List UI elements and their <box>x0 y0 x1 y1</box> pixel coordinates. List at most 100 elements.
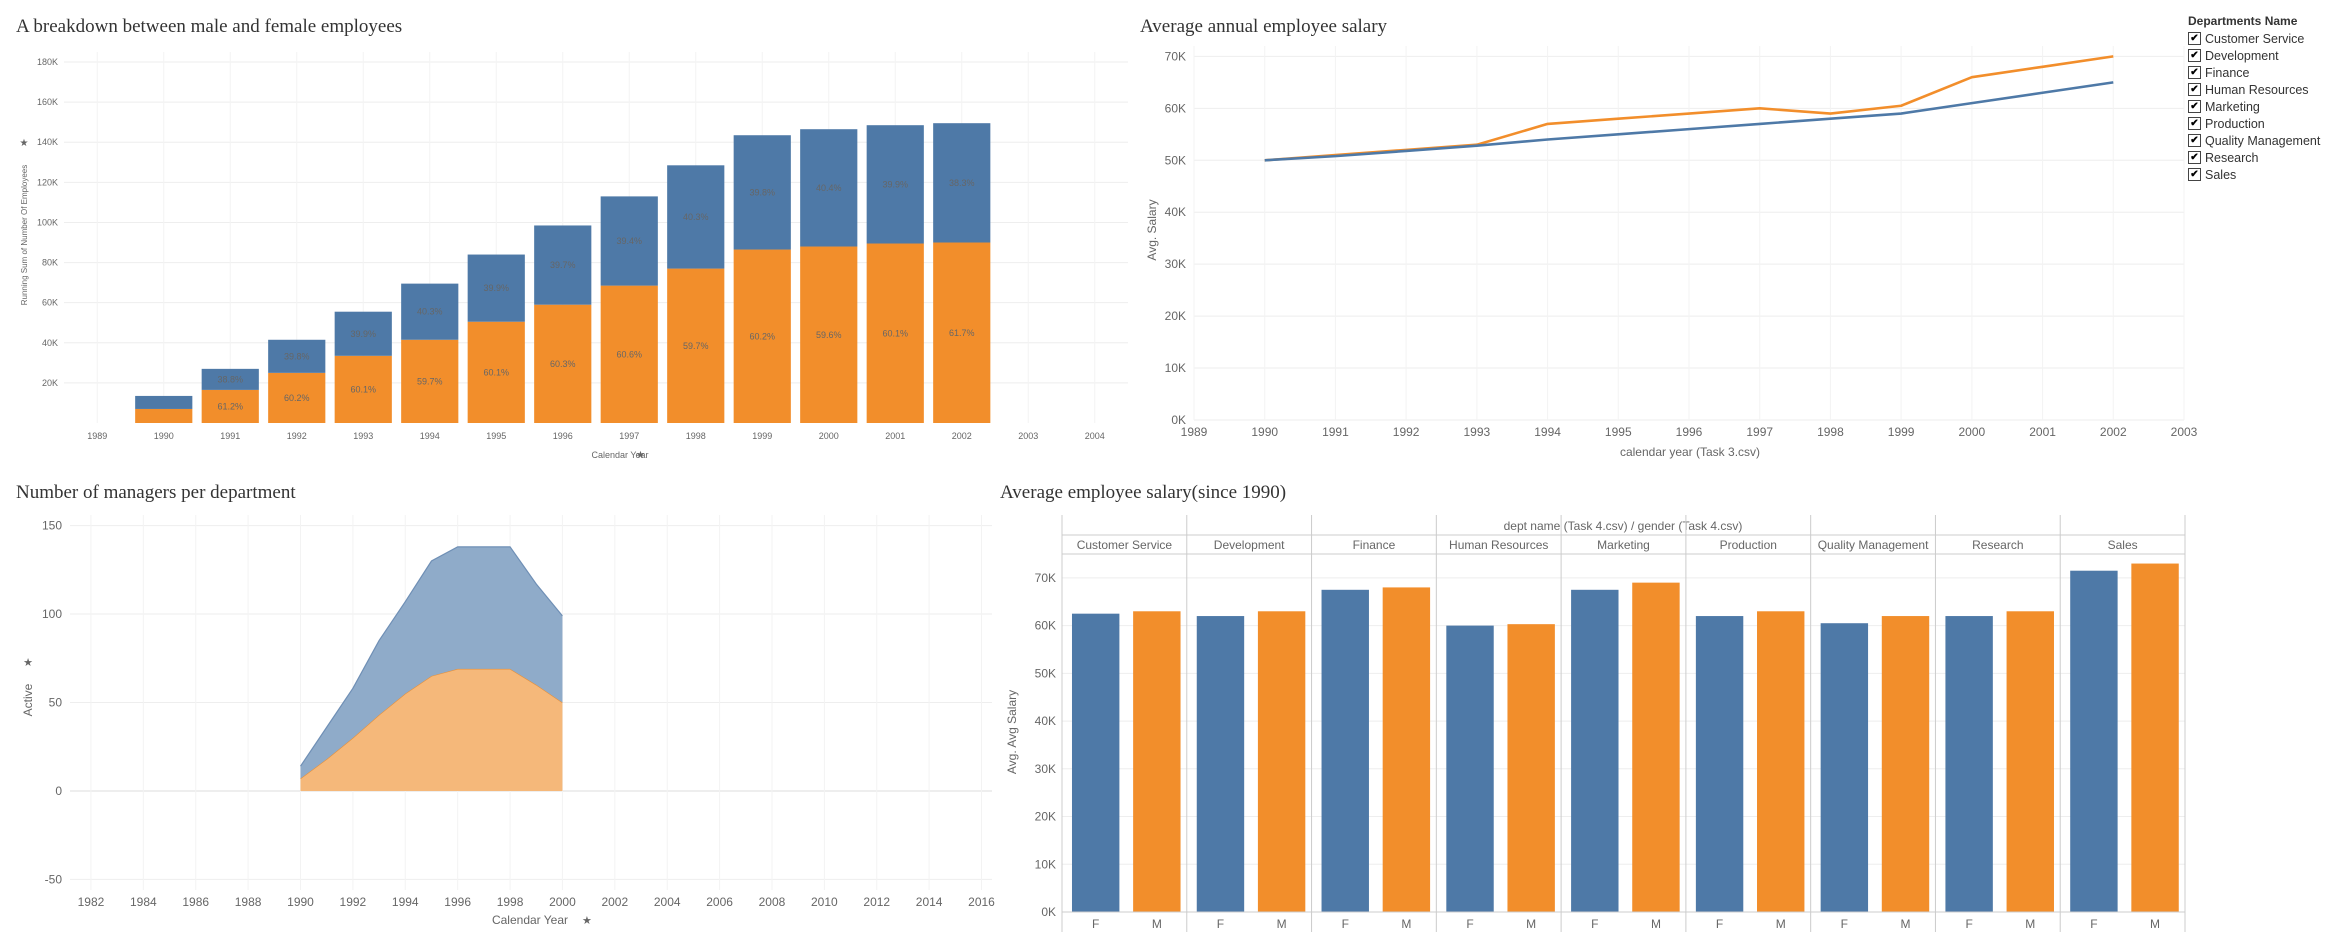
y-tick-label: -50 <box>45 872 63 886</box>
x-axis-label: Calendar Year <box>591 450 648 460</box>
gender-tick-label: M <box>1776 917 1786 931</box>
department-label: Sales <box>2108 538 2138 552</box>
checkbox-checked-icon[interactable]: ✔ <box>2188 134 2201 147</box>
checkbox-checked-icon[interactable]: ✔ <box>2188 32 2201 45</box>
gender-tick-label: F <box>1092 917 1099 931</box>
bar-segment <box>135 408 193 423</box>
bar-data-label: 60.1% <box>483 367 509 377</box>
bar-segment <box>268 372 326 423</box>
y-tick-label: 10K <box>1035 857 1056 871</box>
bar-data-label: 59.7% <box>683 341 709 351</box>
checkbox-checked-icon[interactable]: ✔ <box>2188 168 2201 181</box>
y-tick-label: 150 <box>42 519 62 533</box>
x-tick-label: 1998 <box>497 895 524 909</box>
series-line-1 <box>1264 81 2114 162</box>
bar-M <box>1133 611 1181 912</box>
checkbox-checked-icon[interactable]: ✔ <box>2188 151 2201 164</box>
x-tick-label: 1996 <box>444 895 471 909</box>
bar-segment <box>800 129 858 247</box>
bar-F <box>1820 623 1869 912</box>
y-tick-label: 50K <box>1035 666 1056 680</box>
gender-tick-label: F <box>1466 917 1473 931</box>
x-tick-label: 1990 <box>154 431 174 441</box>
y-tick-label: 140K <box>37 137 58 147</box>
legend-item[interactable]: ✔ Finance <box>2188 64 2320 81</box>
bar-data-label: 60.1% <box>350 384 376 394</box>
checkbox-checked-icon[interactable]: ✔ <box>2188 83 2201 96</box>
y-tick-label: 60K <box>1035 619 1056 633</box>
checkbox-checked-icon[interactable]: ✔ <box>2188 66 2201 79</box>
gender-tick-label: F <box>1965 917 1972 931</box>
x-tick-label: 2003 <box>1018 431 1038 441</box>
y-tick-label: 0K <box>1171 413 1186 427</box>
bar-F <box>1945 616 1993 912</box>
x-tick-label: 2001 <box>885 431 905 441</box>
x-tick-label: 1992 <box>287 431 307 441</box>
checkbox-checked-icon[interactable]: ✔ <box>2188 100 2201 113</box>
bar-data-label: 38.3% <box>949 178 975 188</box>
chart2-title: Average annual employee salary <box>1140 16 1388 37</box>
bar-F <box>1571 589 1619 912</box>
gender-tick-label: F <box>1217 917 1224 931</box>
y-axis-label: Avg. Salary <box>1145 199 1159 260</box>
bar-segment <box>135 395 193 409</box>
bar-segment <box>600 196 658 286</box>
x-tick-label: 1992 <box>340 895 367 909</box>
y-tick-label: 0K <box>1041 905 1056 919</box>
legend-title: Departments Name <box>2188 14 2298 28</box>
department-label: Customer Service <box>1077 538 1173 552</box>
y-tick-label: 40K <box>42 338 58 348</box>
x-tick-label: 2000 <box>819 431 839 441</box>
x-tick-label: 1988 <box>235 895 262 909</box>
legend-item-label: Research <box>2205 150 2259 165</box>
gender-tick-label: M <box>1277 917 1287 931</box>
x-tick-label: 1995 <box>486 431 506 441</box>
legend-item[interactable]: ✔ Quality Management <box>2188 132 2320 149</box>
y-tick-label: 0 <box>55 784 62 798</box>
department-label: Marketing <box>1597 538 1650 552</box>
bar-segment <box>201 389 259 423</box>
legend-item[interactable]: ✔ Marketing <box>2188 98 2320 115</box>
bar-segment <box>334 311 392 356</box>
x-tick-label: 1996 <box>553 431 573 441</box>
legend-item[interactable]: ✔ Development <box>2188 47 2320 64</box>
bar-M <box>2131 563 2179 912</box>
legend-item-label: Sales <box>2205 167 2237 182</box>
legend-item[interactable]: ✔ Customer Service <box>2188 30 2320 47</box>
legend-item[interactable]: ✔ Production <box>2188 115 2320 132</box>
checkbox-checked-icon[interactable]: ✔ <box>2188 117 2201 130</box>
bar-segment <box>800 246 858 423</box>
y-axis-label: Avg. Avg Salary <box>1005 690 1019 774</box>
legend-item[interactable]: ✔ Research <box>2188 149 2320 166</box>
x-tick-label: 2002 <box>601 895 628 909</box>
x-tick-label: 2002 <box>952 431 972 441</box>
y-tick-label: 30K <box>1165 257 1186 271</box>
pin-icon: ★ <box>636 450 645 461</box>
legend-item[interactable]: ✔ Sales <box>2188 166 2320 183</box>
area-series-0 <box>300 668 563 791</box>
y-tick-label: 20K <box>42 378 58 388</box>
legend-item-label: Customer Service <box>2205 31 2305 46</box>
x-tick-label: 1992 <box>1393 425 1420 439</box>
bar-F <box>1321 589 1369 912</box>
chart1-title: A breakdown between male and female empl… <box>16 16 403 37</box>
gender-tick-label: M <box>1526 917 1536 931</box>
y-tick-label: 50K <box>1165 153 1186 167</box>
bar-data-label: 60.2% <box>284 393 310 403</box>
bar-data-label: 59.6% <box>816 330 842 340</box>
legend-item[interactable]: ✔ Human Resources <box>2188 81 2320 98</box>
department-label: Production <box>1720 538 1777 552</box>
x-tick-label: 1991 <box>220 431 240 441</box>
legend-item-label: Finance <box>2205 65 2250 80</box>
annual-salary-chart: 0K 10K 20K 30K 40K 50K 60K 70K 1989 1990 1991 1992 1… <box>1145 46 2198 459</box>
x-tick-label: 2006 <box>706 895 733 909</box>
y-tick-label: 160K <box>37 97 58 107</box>
checkbox-checked-icon[interactable]: ✔ <box>2188 49 2201 62</box>
department-label: Finance <box>1353 538 1396 552</box>
y-tick-label: 20K <box>1035 810 1056 824</box>
gender-breakdown-chart: 20K 40K 60K 80K 100K 120K 140K 160K 180K 1989 1990… <box>20 52 1128 461</box>
x-tick-label: 2008 <box>759 895 786 909</box>
x-tick-label: 1984 <box>130 895 157 909</box>
bar-data-label: 61.2% <box>217 401 243 411</box>
